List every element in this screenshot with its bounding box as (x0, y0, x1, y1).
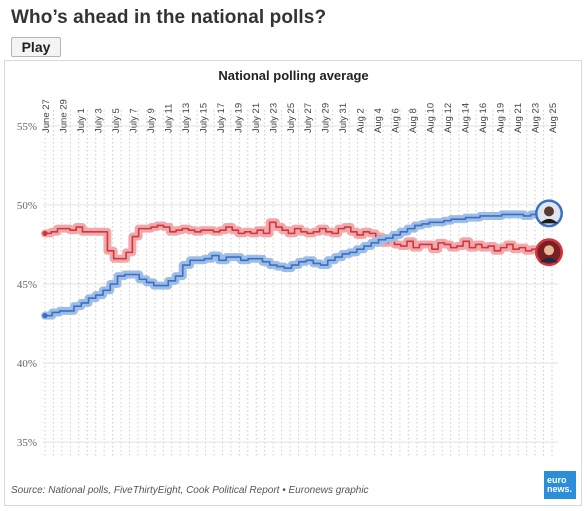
x-tick-label: July 5 (111, 108, 122, 133)
chart-series (41, 210, 560, 320)
x-axis: June 27 June 29 July 1 July 3 July 5 July 7 Ju… (41, 99, 559, 133)
x-tick-label: July 25 (286, 103, 297, 133)
x-tick-label: Aug 21 (513, 103, 524, 133)
x-tick-label: July 13 (181, 103, 192, 133)
x-tick-label: Aug 25 (548, 103, 559, 133)
euronews-logo: euro news. (544, 471, 576, 499)
x-tick-label: Aug 23 (531, 103, 542, 133)
x-tick-label: Aug 16 (478, 103, 489, 133)
x-tick-label: Aug 6 (391, 108, 402, 133)
harris-avatar-body (540, 218, 558, 224)
x-tick-label: Aug 8 (408, 108, 419, 133)
harris-start-dot (42, 313, 48, 319)
x-tick-label: Aug 12 (443, 103, 454, 133)
x-tick-label: June 27 (41, 99, 52, 133)
x-tick-label: June 29 (58, 99, 69, 133)
x-tick-label: July 1 (76, 108, 87, 133)
trump-line (45, 221, 538, 260)
chart-title: National polling average (218, 68, 369, 83)
x-tick-label: July 27 (303, 103, 314, 133)
candidate-avatars (535, 199, 563, 267)
y-tick-label: 35% (17, 437, 37, 449)
x-tick-label: July 15 (198, 103, 209, 133)
trump-avatar-body (540, 257, 558, 263)
harris-line (45, 213, 538, 317)
page-title: Who’s ahead in the national polls? (11, 7, 327, 28)
x-tick-label: July 7 (128, 108, 139, 133)
x-tick-label: July 31 (338, 103, 349, 133)
x-tick-label: Aug 19 (496, 103, 507, 133)
y-tick-label: 45% (17, 279, 37, 291)
y-tick-label: 50% (17, 200, 37, 212)
trump-start-dot (42, 230, 48, 236)
x-tick-label: July 21 (251, 103, 262, 133)
x-tick-label: Aug 4 (373, 108, 384, 133)
x-tick-label: July 19 (233, 103, 244, 133)
harris-avatar-face (544, 206, 554, 217)
x-tick-label: July 3 (93, 108, 104, 133)
x-tick-label: Aug 14 (461, 103, 472, 133)
x-tick-label: July 17 (216, 103, 227, 133)
x-tick-label: Aug 10 (426, 103, 437, 133)
y-axis: 35% 40% 45% 50% 55% (17, 121, 558, 449)
y-tick-label: 40% (17, 358, 37, 370)
x-tick-label: July 23 (268, 103, 279, 133)
y-tick-label: 55% (17, 121, 37, 133)
x-tick-label: July 11 (163, 104, 174, 133)
play-button[interactable]: Play (11, 37, 61, 57)
chart-frame (4, 60, 582, 506)
x-tick-label: Aug 2 (356, 108, 367, 133)
x-tick-label: July 9 (146, 108, 157, 133)
trump-avatar-face (544, 245, 554, 256)
x-tick-label: July 29 (321, 103, 332, 133)
source-note: Source: National polls, FiveThirtyEight,… (11, 485, 369, 496)
